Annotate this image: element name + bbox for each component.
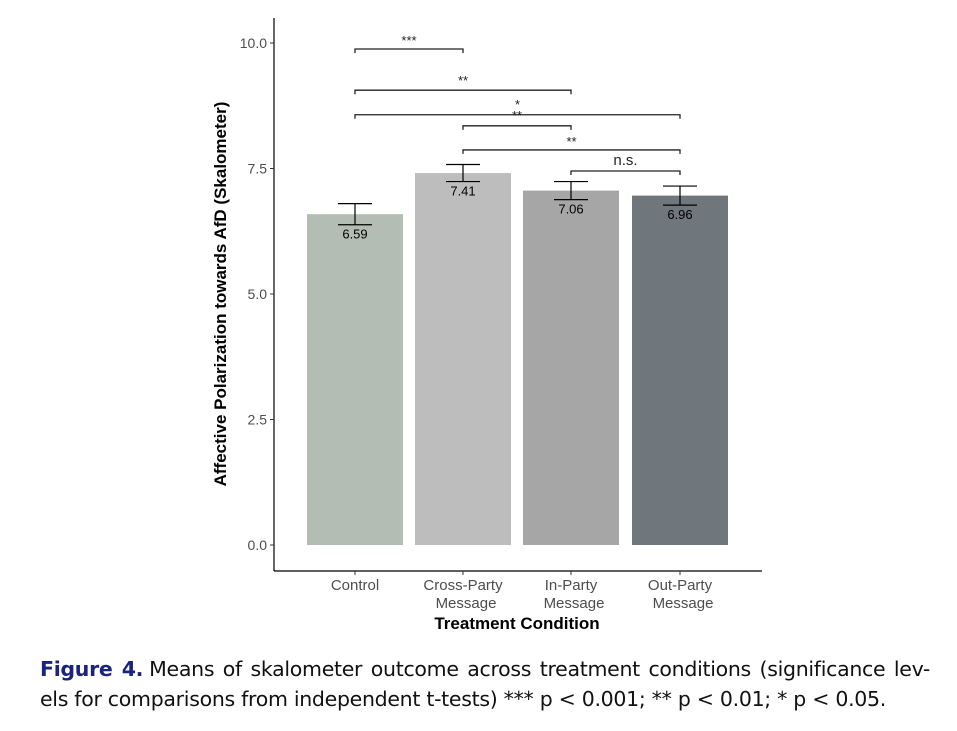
x-tick-label: Control	[331, 577, 379, 594]
significance-label: *	[515, 97, 520, 112]
bar	[632, 195, 728, 545]
significance-bracket	[462, 149, 681, 154]
data-label: 7.06	[558, 202, 583, 217]
significance-bracket	[354, 114, 681, 119]
bar	[415, 173, 511, 545]
significance-label: ***	[401, 33, 416, 48]
y-tick-label: 10.0	[240, 35, 267, 51]
figure-number: Figure 4.	[40, 657, 144, 681]
x-tick-label: Out-Party	[648, 577, 713, 594]
x-tick-label: Cross-Party	[423, 577, 503, 594]
x-axis-title: Treatment Condition	[434, 614, 599, 633]
significance-bracket	[354, 89, 572, 95]
significance-bracket	[354, 48, 464, 54]
data-label: 6.59	[342, 227, 367, 242]
figure-caption: Figure 4. Means of skalometer outcome acr…	[40, 654, 930, 714]
data-label: 6.96	[667, 207, 692, 222]
caption-text: Means of skalometer outcome across treat…	[40, 657, 930, 711]
significance-bracket	[570, 170, 681, 176]
significance-label: **	[458, 73, 468, 88]
significance-label: n.s.	[613, 152, 637, 169]
data-label: 7.41	[450, 184, 475, 199]
significance-label: **	[566, 134, 576, 149]
x-tick-label: Message	[436, 595, 497, 612]
y-tick-label: 5.0	[248, 286, 268, 302]
y-tick-label: 2.5	[248, 412, 268, 428]
x-tick-label: Message	[544, 595, 605, 612]
y-axis-title: Affective Polarization towards AfD (Skal…	[211, 102, 230, 487]
y-tick-label: 7.5	[248, 161, 268, 177]
x-tick-label: In-Party	[545, 577, 598, 594]
x-tick-label: Message	[653, 595, 714, 612]
bar-chart: 0.0 2.5 5.0 7.5 10.0 6.59 Control 7.41 Cross-Par…	[211, 18, 762, 633]
significance-bracket	[462, 125, 572, 130]
y-tick-label: 0.0	[248, 537, 268, 553]
bar	[523, 190, 619, 545]
significance-label: **	[512, 108, 522, 123]
bar	[307, 214, 403, 545]
